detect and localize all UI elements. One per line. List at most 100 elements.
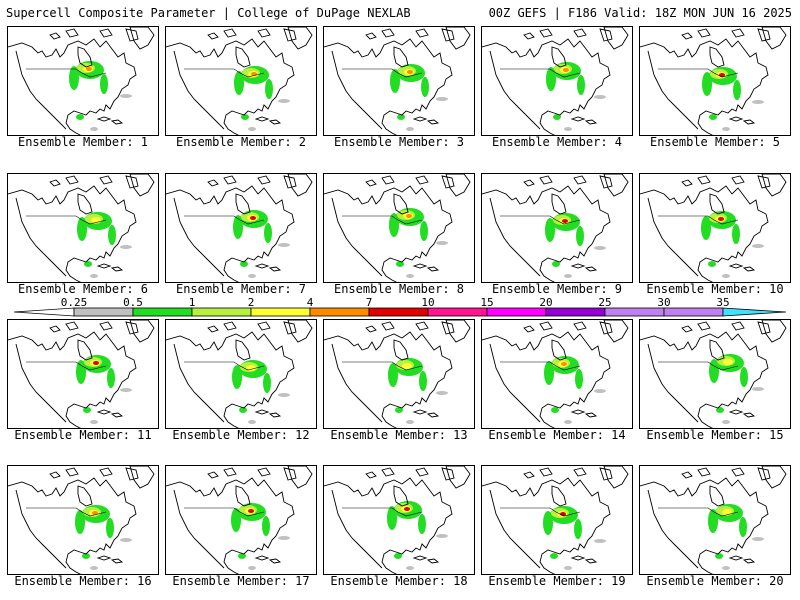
colorbar-segment <box>545 307 606 317</box>
map-outline <box>482 320 629 428</box>
scp-contours <box>708 504 764 570</box>
ensemble-panel-12 <box>165 319 317 429</box>
ensemble-panel-8 <box>323 173 475 283</box>
ensemble-member-caption: Ensemble Member: 1 <box>17 135 149 149</box>
map-outline <box>640 466 787 574</box>
ensemble-member-caption: Ensemble Member: 10 <box>646 282 784 296</box>
ensemble-member-caption: Ensemble Member: 14 <box>488 428 626 442</box>
ensemble-member-caption: Ensemble Member: 4 <box>491 135 623 149</box>
ensemble-member-caption: Ensemble Member: 19 <box>488 574 626 588</box>
ensemble-panel-16 <box>7 465 159 575</box>
colorbar-segment <box>663 307 724 317</box>
map-outline <box>166 466 313 574</box>
map-outline <box>324 27 471 135</box>
colorbar-tick-label: 4 <box>306 296 314 309</box>
ensemble-member-caption: Ensemble Member: 16 <box>14 574 152 588</box>
scp-contours <box>234 66 290 131</box>
scp-contours <box>388 358 448 424</box>
ensemble-panel-11 <box>7 319 159 429</box>
colorbar-segment <box>132 307 193 317</box>
map-outline <box>482 174 629 282</box>
ensemble-member-caption: Ensemble Member: 20 <box>646 574 784 588</box>
ensemble-panel-9 <box>481 173 633 283</box>
scp-contours <box>701 211 764 278</box>
colorbar-tick-label: 0.5 <box>123 296 143 309</box>
colorbar-segment <box>368 307 429 317</box>
colorbar-tick-label: 30 <box>657 296 671 309</box>
ensemble-member-caption: Ensemble Member: 8 <box>333 282 465 296</box>
scp-contours <box>231 503 290 570</box>
ensemble-panel-2 <box>165 26 317 136</box>
scp-contours <box>709 354 764 424</box>
map-outline <box>8 27 155 135</box>
scp-contours <box>390 64 448 131</box>
map-outline <box>324 320 471 428</box>
scp-contours <box>544 356 606 424</box>
map-outline <box>8 466 155 574</box>
map-outline <box>640 320 787 428</box>
colorbar-tick-label: 20 <box>539 296 553 309</box>
ensemble-panel-4 <box>481 26 633 136</box>
ensemble-panel-17 <box>165 465 317 575</box>
colorbar-segment <box>486 307 547 317</box>
colorbar-tick-label: 0.25 <box>60 296 88 309</box>
map-outline <box>166 27 313 135</box>
colorbar-tick-label: 25 <box>598 296 612 309</box>
map-outline <box>8 174 155 282</box>
ensemble-member-caption: Ensemble Member: 5 <box>649 135 781 149</box>
map-outline <box>8 320 155 428</box>
colorbar-tick-label: 15 <box>480 296 494 309</box>
ensemble-member-caption: Ensemble Member: 3 <box>333 135 465 149</box>
chart-title: Supercell Composite Parameter | College … <box>6 6 411 20</box>
colorbar-segment <box>427 307 488 317</box>
ensemble-panel-18 <box>323 465 475 575</box>
map-outline <box>166 174 313 282</box>
map-outline <box>482 27 629 135</box>
ensemble-member-caption: Ensemble Member: 2 <box>175 135 307 149</box>
ensemble-panel-10 <box>639 173 791 283</box>
colorbar-segment <box>73 307 134 317</box>
colorbar-segment <box>309 307 370 317</box>
colorbar-segment <box>191 307 252 317</box>
colorbar-tick-label: 35 <box>716 296 730 309</box>
ensemble-panel-14 <box>481 319 633 429</box>
ensemble-panel-7 <box>165 173 317 283</box>
scp-contours <box>69 61 132 131</box>
ensemble-member-caption: Ensemble Member: 18 <box>330 574 468 588</box>
ensemble-panel-1 <box>7 26 159 136</box>
colorbar-tick-label: 10 <box>421 296 435 309</box>
map-outline <box>640 27 787 135</box>
scp-contours <box>232 360 290 424</box>
map-outline <box>482 466 629 574</box>
ensemble-member-caption: Ensemble Member: 6 <box>17 282 149 296</box>
colorbar-segment <box>250 307 311 317</box>
ensemble-panel-5 <box>639 26 791 136</box>
colorbar-tick-label: 2 <box>247 296 255 309</box>
ensemble-panel-15 <box>639 319 791 429</box>
map-outline <box>324 466 471 574</box>
scp-contours <box>545 213 606 278</box>
colorbar-arrow-right <box>722 307 787 317</box>
scp-contours <box>543 506 606 570</box>
colorbar-tick-label: 1 <box>188 296 196 309</box>
colorbar-segment <box>604 307 665 317</box>
colorbar-arrow-left <box>13 307 75 317</box>
ensemble-panel-13 <box>323 319 475 429</box>
ensemble-member-caption: Ensemble Member: 13 <box>330 428 468 442</box>
scp-contours <box>233 210 290 278</box>
map-outline <box>324 174 471 282</box>
scp-contours <box>77 212 132 278</box>
map-outline <box>640 174 787 282</box>
ensemble-panel-3 <box>323 26 475 136</box>
colorbar-legend <box>13 307 787 317</box>
valid-time-label: 00Z GEFS | F186 Valid: 18Z MON JUN 16 20… <box>488 6 792 20</box>
ensemble-panel-19 <box>481 465 633 575</box>
ensemble-member-caption: Ensemble Member: 12 <box>172 428 310 442</box>
ensemble-panel-20 <box>639 465 791 575</box>
ensemble-panel-6 <box>7 173 159 283</box>
ensemble-member-caption: Ensemble Member: 9 <box>491 282 623 296</box>
colorbar-tick-label: 7 <box>365 296 373 309</box>
map-outline <box>166 320 313 428</box>
scp-contours <box>387 501 448 570</box>
ensemble-member-caption: Ensemble Member: 15 <box>646 428 784 442</box>
